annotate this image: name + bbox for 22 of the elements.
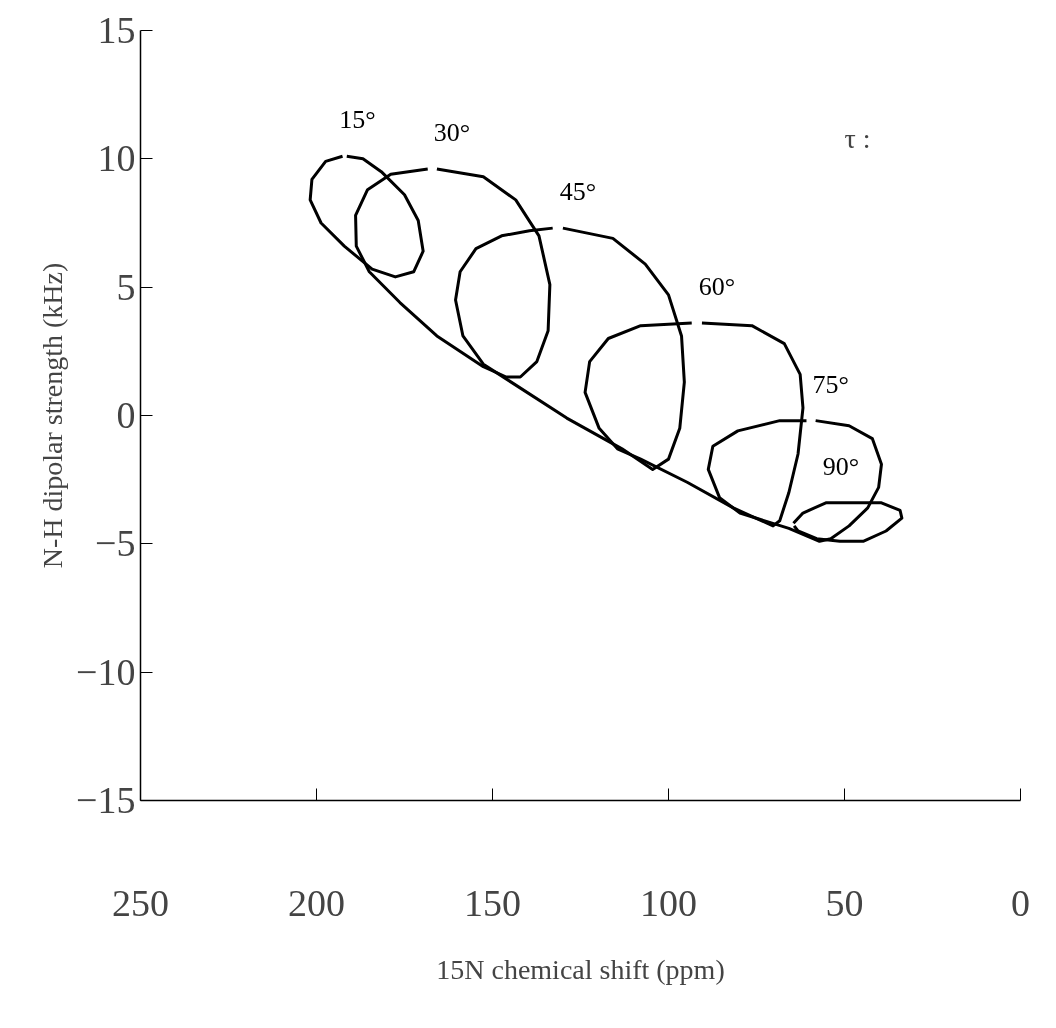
x-tick-label: 50 bbox=[825, 881, 864, 924]
x-tick-label: 100 bbox=[640, 881, 697, 924]
y-tick-label: 10 bbox=[97, 137, 136, 180]
series-label: 45° bbox=[559, 177, 597, 207]
annotation: τ : bbox=[844, 122, 871, 154]
y-tick-label: −5 bbox=[95, 522, 136, 565]
x-tick-label: 0 bbox=[1011, 881, 1030, 924]
y-tick-label: 15 bbox=[97, 9, 136, 51]
series-label: 60° bbox=[698, 272, 736, 302]
series-label: 30° bbox=[433, 118, 471, 148]
x-axis-title: 15N chemical shift (ppm) bbox=[436, 953, 725, 985]
x-tick-label: 250 bbox=[112, 881, 169, 924]
y-tick-label: −10 bbox=[76, 650, 136, 693]
y-tick-label: −15 bbox=[76, 779, 136, 821]
y-tick-label: 0 bbox=[116, 394, 136, 436]
series-label: 75° bbox=[812, 369, 849, 399]
x-tick-label: 200 bbox=[288, 881, 345, 924]
x-tick-label: 150 bbox=[464, 881, 521, 924]
y-axis-title: N-H dipolar strength (kHz) bbox=[37, 262, 69, 569]
y-tick-label: 5 bbox=[116, 265, 136, 308]
series-label: 15° bbox=[339, 105, 376, 135]
series-label: 90° bbox=[822, 451, 860, 481]
